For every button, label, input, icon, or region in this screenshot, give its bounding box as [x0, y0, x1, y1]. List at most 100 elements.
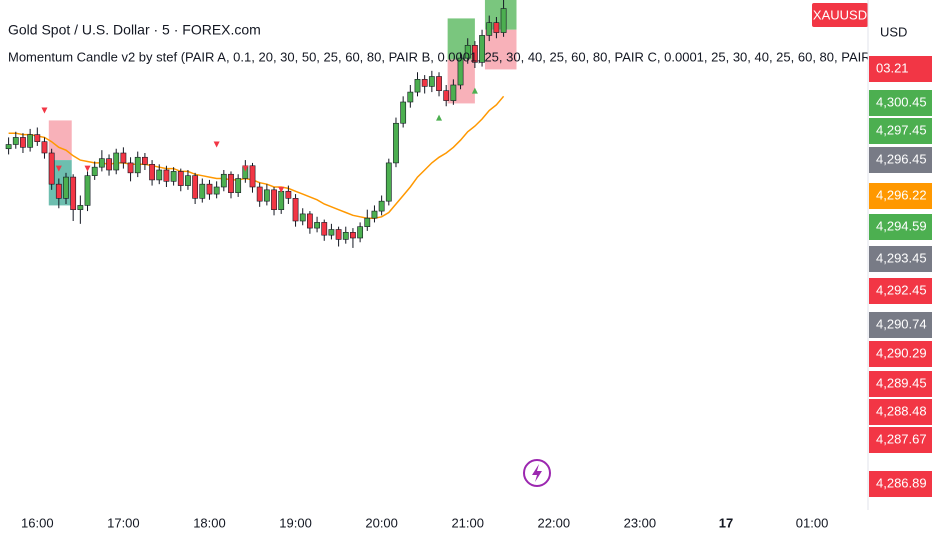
candle-body	[120, 152, 127, 164]
price-tag	[869, 399, 932, 425]
price-tag-label: 4,297.45	[876, 122, 927, 137]
signal-marker	[41, 107, 48, 114]
price-tag-label: 4,290.29	[876, 345, 927, 360]
candle-body	[457, 57, 464, 86]
candle-body	[400, 101, 407, 124]
x-tick-label: 18:00	[193, 515, 226, 530]
price-tag	[869, 371, 932, 397]
candle-body	[98, 158, 105, 168]
price-tag-label: 4,287.67	[876, 431, 927, 446]
price-tag	[869, 341, 932, 367]
price-tag-label: 4,290.74	[876, 316, 927, 331]
candle-body	[84, 175, 91, 206]
candle-body	[342, 232, 349, 240]
candle-body	[235, 178, 242, 193]
candle-body	[299, 213, 306, 222]
price-tag	[869, 278, 932, 304]
candle-body	[471, 45, 478, 63]
price-tag	[869, 56, 932, 82]
candle-body	[292, 198, 299, 222]
lightning-icon[interactable]	[523, 459, 551, 487]
candle-body	[256, 186, 263, 202]
candle-body	[149, 164, 155, 181]
signal-box	[484, 29, 517, 70]
candle-body	[249, 165, 256, 188]
candle-body	[163, 169, 170, 182]
candle-body	[41, 141, 48, 154]
candle-body	[263, 189, 270, 202]
candle-body	[156, 169, 163, 181]
candle-body	[91, 166, 98, 176]
candle-body	[170, 171, 177, 182]
x-tick-label: 20:00	[365, 515, 398, 530]
chart-title: Gold Spot / U.S. Dollar · 5 · FOREX.com	[8, 22, 261, 38]
price-tag	[869, 118, 932, 144]
candle-body	[34, 134, 41, 142]
candle-body	[321, 222, 328, 236]
candle-body	[393, 122, 399, 164]
candle-body	[479, 35, 485, 63]
currency-label[interactable]: USD	[880, 24, 907, 39]
symbol-label: XAUUSD	[813, 7, 867, 22]
candle-body	[77, 205, 84, 210]
x-tick-label: 17	[719, 515, 733, 530]
x-tick-label: 17:00	[107, 515, 140, 530]
price-tag	[869, 427, 932, 453]
price-tag-label: 4,300.45	[876, 94, 927, 109]
candle-body	[450, 84, 457, 101]
legend-area: Gold Spot / U.S. Dollar · 5 · FOREX.com …	[8, 22, 868, 65]
x-tick-label: 19:00	[279, 515, 312, 530]
candle-body	[213, 186, 220, 195]
x-tick-label: 01:00	[796, 515, 829, 530]
candle-body	[199, 183, 206, 199]
candle-body	[106, 158, 112, 171]
price-tag-label: 4,293.45	[876, 250, 927, 265]
x-tick-label: 21:00	[451, 515, 484, 530]
signal-marker	[242, 165, 249, 172]
candle-body	[328, 229, 335, 236]
price-tag-label: 4,286.89	[876, 475, 927, 490]
candle-body	[63, 176, 69, 199]
candle-body	[421, 79, 428, 87]
price-tag-label: 4,288.48	[876, 403, 927, 418]
candle-body	[306, 213, 313, 229]
candle-body	[185, 175, 191, 186]
x-tick-label: 23:00	[624, 515, 657, 530]
candle-body	[493, 22, 500, 33]
plot-area	[5, 0, 517, 248]
candle-body	[55, 183, 62, 199]
candle-body	[443, 90, 450, 101]
price-tag	[869, 147, 932, 173]
candle-body	[228, 173, 234, 193]
price-tag-label: 4,294.59	[876, 218, 927, 233]
candle-body	[335, 229, 342, 240]
candle-body	[414, 79, 421, 93]
candle-body	[357, 226, 364, 239]
price-tag-label: 03.21	[876, 60, 909, 75]
x-tick-label: 16:00	[21, 515, 54, 530]
candle-body	[436, 76, 442, 91]
signal-marker	[471, 87, 478, 94]
candle-body	[285, 190, 292, 199]
price-tag-label: 4,296.45	[876, 151, 927, 166]
candle-body	[486, 22, 493, 36]
candle-body	[70, 176, 77, 210]
candle-body	[350, 232, 356, 239]
candle-body	[113, 152, 120, 171]
signal-marker	[436, 114, 443, 121]
price-tag-label: 4,289.45	[876, 375, 927, 390]
signal-marker	[213, 141, 220, 148]
candle-body	[314, 222, 320, 229]
candle-body	[371, 210, 378, 219]
price-tag	[869, 214, 932, 240]
candle-body	[385, 162, 392, 202]
candle-body	[220, 173, 227, 188]
candle-body	[428, 76, 435, 87]
price-tag	[869, 312, 932, 338]
price-tags: 03.21 4,300.45 4,297.45 4,296.45 4,296.22 4,2…	[869, 56, 932, 497]
candle-body	[278, 190, 285, 210]
signal-marker	[55, 165, 62, 172]
candle-body	[206, 183, 213, 195]
symbol-tag	[812, 3, 868, 27]
